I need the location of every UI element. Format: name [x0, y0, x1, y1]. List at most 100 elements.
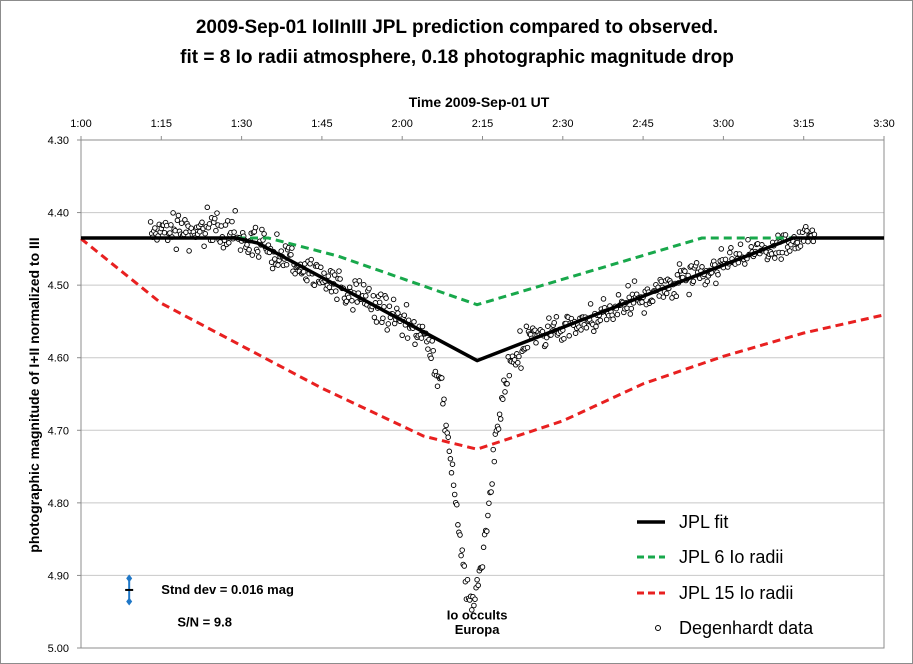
data-point [173, 246, 180, 253]
annotation-europa: Europa [455, 622, 501, 637]
data-point [429, 338, 435, 344]
data-point [349, 297, 355, 304]
data-point [373, 319, 380, 325]
data-point [591, 328, 597, 335]
data-point [673, 293, 680, 300]
data-point [704, 278, 711, 285]
data-point [578, 327, 584, 333]
data-point [686, 291, 692, 298]
data-point [459, 547, 465, 553]
y-tick-label: 4.80 [48, 498, 69, 510]
data-point [447, 456, 454, 462]
x-tick-labels: 1:00 1:15 1:30 1:45 2:00 2:15 2:30 2:45 3:00 3:15… [70, 118, 894, 130]
x-tick-label: 2:30 [552, 118, 573, 130]
data-point [363, 293, 369, 299]
data-point [474, 576, 480, 583]
data-point [259, 226, 265, 233]
data-point [523, 323, 530, 330]
data-point [220, 244, 227, 251]
data-point [517, 328, 523, 334]
data-point [244, 241, 250, 248]
data-point [809, 227, 816, 233]
data-point [768, 251, 775, 257]
data-point [292, 270, 298, 277]
data-point [658, 278, 665, 285]
data-point [412, 341, 418, 348]
data-point [441, 396, 447, 402]
y-tick-label: 4.30 [48, 135, 69, 147]
data-point [450, 482, 457, 488]
x-tick-label: 3:30 [873, 118, 894, 130]
annotation-std-dev: Stnd dev = 0.016 mag [161, 582, 294, 597]
data-point [385, 321, 392, 327]
data-point [383, 295, 389, 301]
data-point [326, 284, 333, 290]
data-point [274, 231, 280, 237]
data-point [275, 262, 281, 268]
y-axis-title: photographic magnitude of I+II normalize… [26, 237, 42, 552]
data-point [178, 220, 185, 226]
data-point [546, 315, 552, 321]
data-point [475, 582, 481, 589]
data-point [497, 416, 504, 422]
data-point [336, 268, 342, 274]
data-point [471, 602, 477, 609]
data-point [255, 254, 262, 260]
data-point [479, 564, 486, 570]
data-point [186, 248, 192, 254]
data-point [542, 342, 549, 348]
data-point [551, 319, 557, 326]
data-point [583, 325, 590, 331]
data-point [147, 219, 154, 225]
data-point [395, 310, 401, 316]
data-point [782, 232, 789, 238]
data-point [631, 278, 638, 284]
data-point [461, 563, 468, 569]
data-point [524, 344, 531, 351]
data-point [283, 261, 290, 268]
data-point [204, 204, 211, 211]
data-point [615, 292, 622, 298]
data-point [455, 522, 461, 528]
x-tick-label: 1:45 [311, 118, 332, 130]
data-point [446, 448, 453, 455]
data-point [390, 296, 397, 303]
y-tick-label: 4.60 [48, 353, 69, 365]
data-point [614, 311, 621, 318]
data-point [745, 236, 751, 243]
data-point [386, 303, 393, 309]
data-point [440, 401, 446, 407]
data-point [170, 210, 176, 216]
data-point [811, 231, 818, 238]
data-point [288, 251, 294, 258]
data-point [246, 246, 252, 253]
data-point [718, 246, 725, 252]
data-point [491, 458, 498, 465]
data-point [353, 281, 359, 287]
data-point [736, 251, 743, 257]
data-point [199, 219, 205, 226]
x-tick-label: 3:00 [713, 118, 734, 130]
x-tick-label: 1:30 [231, 118, 252, 130]
x-tick-label: 1:00 [70, 118, 91, 130]
legend: JPL fit JPL 6 Io radii JPL 15 Io radii D… [637, 512, 814, 638]
data-point [489, 481, 495, 487]
data-point [516, 353, 522, 360]
error-bar [125, 574, 134, 606]
data-point [787, 248, 793, 254]
data-point [224, 218, 231, 224]
data-point [794, 239, 801, 246]
data-point [321, 270, 327, 276]
data-point [485, 512, 491, 519]
data-point [289, 245, 295, 251]
data-point [600, 296, 607, 302]
data-point [201, 243, 207, 249]
data-point [308, 256, 314, 263]
data-point [742, 261, 748, 267]
data-point [268, 259, 275, 265]
data-point [311, 282, 318, 289]
data-point [434, 383, 441, 389]
data-point [168, 222, 174, 228]
